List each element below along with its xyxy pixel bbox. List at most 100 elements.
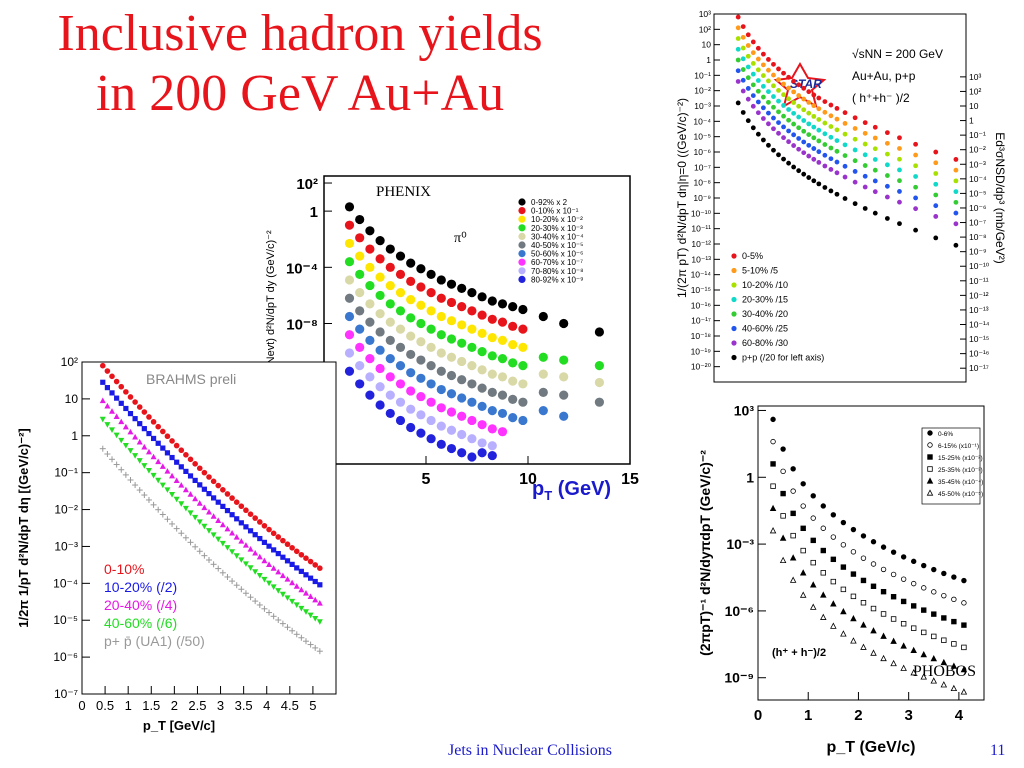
- brahms-point: [192, 477, 198, 484]
- star-point: [828, 134, 834, 140]
- phobos-point: [800, 503, 806, 509]
- brahms-x-tick-label: 5: [309, 698, 316, 713]
- brahms-point: [132, 416, 138, 422]
- phenix-point: [559, 411, 569, 421]
- brahms-point: [164, 487, 171, 493]
- phenix-point: [375, 327, 385, 337]
- star-point: [755, 45, 761, 51]
- star-point: [842, 131, 848, 137]
- brahms-x-tick-label: 3.5: [235, 698, 253, 713]
- phenix-point: [594, 327, 604, 337]
- phobos-point: [900, 554, 907, 560]
- brahms-point: [271, 547, 277, 553]
- brahms-point: [215, 499, 221, 505]
- phenix-point: [467, 379, 477, 389]
- phobos-point: [840, 519, 847, 526]
- phobos-point: [950, 662, 958, 669]
- phenix-point: [416, 391, 426, 402]
- brahms-point: [294, 565, 300, 571]
- brahms-point: [122, 442, 129, 449]
- phenix-point: [477, 420, 487, 430]
- star-point: [884, 173, 890, 178]
- star-point: [811, 178, 817, 184]
- phenix-point: [559, 390, 569, 400]
- pt-label-unit: (GeV): [552, 478, 612, 500]
- brahms-legend-label: p+ p̄ (UA1) (/50): [104, 633, 205, 649]
- phobos-legend-label: 0-6%: [938, 431, 953, 438]
- star-point: [781, 92, 786, 98]
- star-point: [822, 109, 828, 115]
- phenix-point: [365, 299, 375, 309]
- brahms-point: [104, 368, 111, 374]
- star-point: [786, 74, 791, 80]
- brahms-point: [233, 553, 240, 559]
- brahms-x-tick-label: 2: [171, 698, 178, 713]
- star-point: [766, 67, 771, 73]
- star-point: [872, 178, 878, 184]
- star-point: [852, 169, 858, 174]
- brahms-point: [206, 508, 212, 515]
- star-y2-tick-label: 10³: [969, 72, 981, 82]
- phobos-point: [910, 558, 917, 565]
- phenix-point: [426, 397, 436, 407]
- phenix-legend-label: 30-40% x 10⁻⁴: [531, 232, 584, 241]
- phobos-point: [769, 527, 777, 534]
- phenix-y-tick-label: 10⁻⁴: [286, 260, 318, 277]
- phobos-legend-marker: [927, 454, 933, 460]
- phobos-y-tick-label: 1: [746, 469, 754, 485]
- star-point: [771, 126, 776, 132]
- star-point: [822, 131, 828, 137]
- phobos-point: [960, 688, 968, 695]
- star-y-tick-label: 10⁻¹⁰: [691, 208, 712, 218]
- star-point: [776, 87, 781, 93]
- star-point: [842, 153, 848, 158]
- phenix-point: [385, 354, 395, 364]
- phenix-experiment-label: PHENIX: [376, 184, 431, 200]
- phenix-point: [416, 428, 426, 438]
- star-point: [872, 167, 878, 173]
- phenix-legend-marker: [518, 275, 526, 283]
- phobos-legend-label: 25-35% (x10⁻³): [938, 467, 983, 474]
- phobos-point: [890, 571, 897, 578]
- phobos-point: [961, 600, 967, 606]
- brahms-point: [316, 600, 323, 606]
- brahms-point: [145, 448, 152, 455]
- phobos-point: [900, 642, 907, 649]
- brahms-point: [247, 511, 254, 517]
- star-point: [760, 83, 766, 89]
- star-point: [740, 45, 746, 51]
- phenix-point: [518, 361, 528, 371]
- brahms-point: [275, 550, 281, 557]
- star-point: [933, 171, 939, 176]
- phobos-y-axis-label: (2πpT)⁻¹ d²N/dyπdpT (GeV/c)⁻²: [697, 450, 713, 656]
- brahms-point: [150, 419, 157, 425]
- star-y-tick-label: 10: [702, 40, 712, 50]
- star-y2-tick-label: 10⁻³: [969, 159, 986, 169]
- star-point: [750, 60, 756, 66]
- star-point: [822, 142, 828, 147]
- phenix-point: [395, 379, 406, 389]
- phenix-point: [446, 297, 457, 308]
- phobos-legend-label: 6-15% (x10⁻¹): [938, 443, 979, 450]
- brahms-y-tick-label: 10⁻⁷: [54, 687, 78, 701]
- phobos-point: [779, 534, 787, 541]
- star-y-tick-label: 10⁻¹: [694, 70, 711, 80]
- phenix-point: [436, 275, 446, 285]
- phenix-point: [416, 318, 426, 329]
- star-point: [745, 96, 751, 102]
- star-point: [796, 93, 802, 98]
- star-point: [801, 150, 807, 156]
- star-y2-tick-label: 10⁻²: [969, 145, 986, 155]
- star-point: [735, 46, 741, 52]
- star-point: [872, 157, 878, 162]
- brahms-point: [229, 495, 235, 501]
- phobos-x-tick-label: 3: [904, 707, 912, 724]
- star-point: [806, 100, 812, 105]
- brahms-point: [252, 532, 258, 538]
- brahms-point: [201, 469, 208, 476]
- star-y2-tick-label: 10⁻¹⁶: [969, 349, 989, 359]
- star-y2-tick-label: 10⁻¹⁴: [969, 320, 990, 330]
- star-point: [852, 126, 858, 131]
- brahms-point: [118, 400, 124, 406]
- star-point: [897, 156, 902, 162]
